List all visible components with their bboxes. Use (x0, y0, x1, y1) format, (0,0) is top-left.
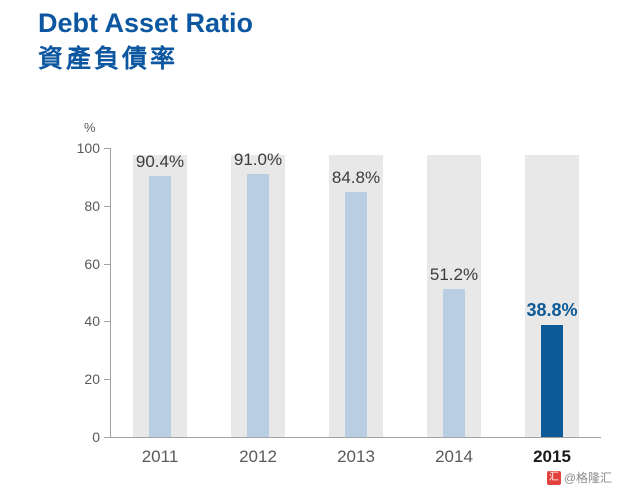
y-tick-label: 80 (84, 197, 100, 214)
y-tick-mark (104, 205, 111, 207)
y-tick-mark (104, 148, 111, 149)
y-tick-label: 20 (84, 371, 100, 388)
y-tick-label: 0 (92, 429, 100, 445)
bar-2013 (345, 191, 367, 437)
watermark: 汇 @格隆汇 (546, 469, 612, 486)
y-tick-label: 100 (76, 140, 100, 156)
x-axis-label-2011: 2011 (141, 447, 179, 466)
bar-2012 (247, 174, 269, 437)
chart-title: Debt Asset Ratio (38, 8, 254, 38)
value-label-2011: 90.4% (135, 151, 185, 171)
x-axis-label-2014: 2014 (435, 447, 473, 466)
y-tick-label: 40 (84, 313, 100, 330)
value-label-2012: 91.0% (233, 150, 283, 170)
bar-2015 (541, 324, 563, 437)
y-tick-mark (104, 321, 111, 323)
y-tick-label: 60 (84, 255, 100, 272)
value-label-2013: 84.8% (331, 167, 381, 187)
value-label-2014: 51.2% (429, 265, 479, 285)
x-axis-label-2013: 2013 (337, 447, 375, 466)
y-tick-mark (104, 437, 111, 438)
x-axis-label-2012: 2012 (239, 447, 277, 466)
chart-header: Debt Asset Ratio 資產負債率 (38, 6, 253, 76)
chart-subtitle-chinese: 資產負債率 (38, 45, 179, 74)
y-axis-unit-label: % (84, 120, 96, 135)
plot-area: 0 20 40 60 80 100 90.4% 2011 91.0% 2012 84.8% 2013 5… (77, 140, 601, 466)
bar-2011 (149, 175, 171, 437)
bar-2014 (443, 289, 465, 437)
x-axis-label-2015: 2015 (533, 447, 571, 466)
gelonghui-logo-icon: 汇 (546, 470, 561, 485)
value-label-2015: 38.8% (526, 299, 578, 320)
watermark-text: @格隆汇 (563, 471, 612, 485)
y-tick-mark (104, 379, 111, 381)
y-tick-mark (104, 263, 111, 265)
